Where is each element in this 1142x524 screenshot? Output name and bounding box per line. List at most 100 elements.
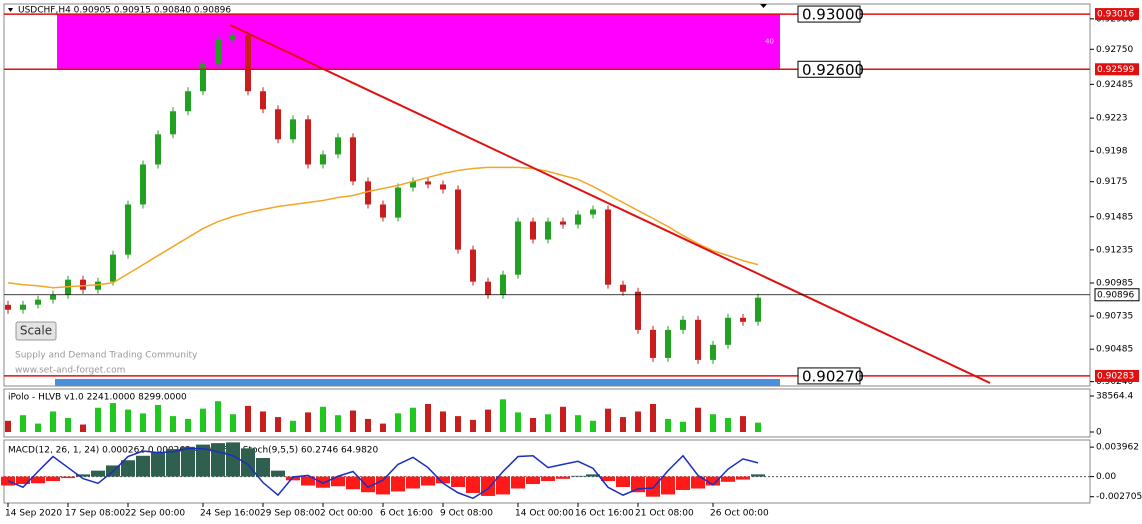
volume-bar — [470, 419, 476, 433]
y-tick-label: 0.91485 — [1096, 212, 1133, 222]
candle-body — [125, 204, 131, 255]
volume-bar — [380, 423, 386, 433]
volume-bar — [515, 412, 521, 433]
candle-body — [335, 137, 341, 155]
macd-bar — [661, 476, 675, 495]
macd-bar — [721, 476, 735, 482]
level-tag — [1095, 63, 1139, 76]
macd-bar — [676, 476, 690, 490]
macd-bar — [736, 476, 750, 480]
volume-bar — [650, 403, 656, 433]
volume-bar — [545, 414, 551, 433]
macd-bar — [436, 476, 450, 484]
macd-bar — [16, 476, 30, 485]
macd-bar — [46, 476, 60, 482]
zone-label: 40 — [765, 38, 774, 46]
volume-bar — [200, 408, 206, 433]
volume-bar — [500, 399, 506, 433]
volume-bar — [605, 408, 611, 433]
volume-bar — [20, 415, 26, 433]
macd-bar — [631, 476, 645, 493]
volume-bar — [560, 406, 566, 433]
volume-bar — [455, 416, 461, 433]
y-tick-label: 0.00 — [1096, 472, 1116, 482]
candle-body — [110, 254, 116, 282]
x-tick-label: 29 Sep 08:00 — [260, 509, 320, 519]
candle-body — [170, 111, 176, 135]
y-tick-label: 0.90240 — [1096, 377, 1133, 387]
x-tick-label: 16 Oct 16:00 — [575, 509, 634, 519]
y-tick-label: 0.92750 — [1096, 45, 1133, 55]
candle-body — [620, 284, 626, 292]
macd-bar — [601, 476, 615, 482]
volume-panel — [3, 388, 1091, 438]
volume-bar — [320, 406, 326, 433]
candle-body — [740, 317, 746, 322]
candle-body — [350, 137, 356, 182]
macd-bar — [706, 476, 720, 486]
x-tick-label: 22 Sep 00:00 — [125, 509, 185, 519]
volume-bar — [395, 413, 401, 433]
volume-bar — [695, 407, 701, 433]
scale-button[interactable] — [15, 321, 57, 341]
macd-bar — [76, 474, 90, 477]
volume-bar — [80, 424, 86, 433]
candle-body — [140, 164, 146, 205]
volume-bar — [590, 420, 596, 433]
scale-button-label[interactable]: Scale — [20, 324, 52, 338]
y-tick-label: 0 — [1096, 428, 1102, 438]
y-tick-label: 0.90985 — [1096, 278, 1133, 288]
candle-body — [560, 221, 566, 225]
volume-label: iPolo - HLVB v1.0 2241.0000 8299.0000 — [8, 393, 187, 403]
volume-bar — [245, 405, 251, 433]
supply-zone — [57, 14, 780, 70]
macd-bar — [481, 476, 495, 496]
candle-body — [695, 319, 701, 360]
macd-bar — [256, 458, 270, 477]
candle-body — [755, 297, 761, 322]
demand-zone — [55, 378, 780, 386]
candle-body — [320, 154, 326, 165]
volume-bar — [230, 414, 236, 433]
y-tick-label: 0.003962 — [1096, 443, 1139, 453]
candle-body — [455, 189, 461, 250]
volume-bar — [425, 403, 431, 433]
macd-bar — [526, 476, 540, 485]
macd-bar — [151, 452, 165, 477]
x-tick-label: 26 Oct 00:00 — [710, 509, 769, 519]
macd-bar — [571, 475, 585, 477]
macd-bar — [316, 476, 330, 488]
stochastic-line — [7, 447, 759, 500]
volume-bar — [755, 422, 761, 433]
macd-bar — [301, 476, 315, 486]
y-tick-label: 38564.4 — [1096, 391, 1133, 401]
x-tick-label: 14 Oct 00:00 — [515, 509, 574, 519]
macd-bar — [616, 476, 630, 488]
volume-bar — [710, 414, 716, 433]
macd-bar — [751, 474, 765, 477]
level-tag-label: 0.92599 — [1097, 65, 1134, 75]
level-tag — [1095, 8, 1139, 21]
volume-bar — [350, 410, 356, 433]
candle-body — [230, 35, 236, 40]
macd-bar — [271, 470, 285, 477]
x-tick-label: 9 Oct 08:00 — [440, 509, 493, 519]
candle-body — [380, 204, 386, 218]
volume-bar — [575, 415, 581, 433]
volume-bar — [65, 417, 71, 433]
volume-bar — [185, 418, 191, 433]
macd-bar — [91, 470, 105, 477]
level-tag — [1095, 369, 1139, 382]
shift-marker — [760, 4, 767, 8]
macd-bar — [541, 476, 555, 482]
volume-bar — [125, 409, 131, 433]
macd-bar — [586, 474, 600, 477]
volume-bar — [170, 416, 176, 433]
watermark: www.set-and-forget.com — [15, 366, 125, 376]
volume-bar — [50, 411, 56, 433]
macd-bar — [121, 460, 135, 477]
macd-bar — [646, 476, 660, 497]
candle-body — [305, 119, 311, 165]
volume-bar — [5, 420, 11, 433]
